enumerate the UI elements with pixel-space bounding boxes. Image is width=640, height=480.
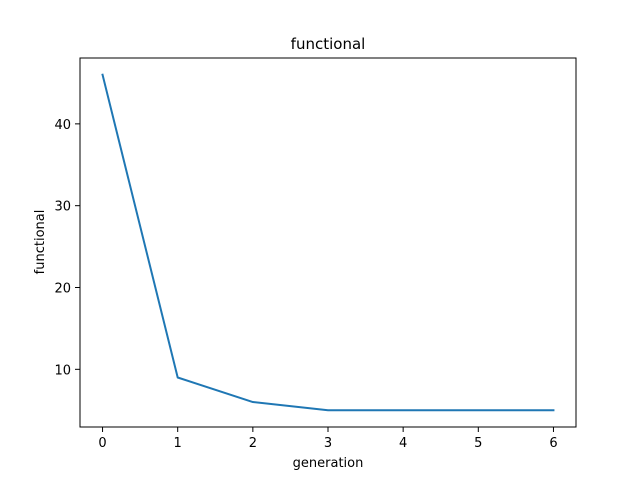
- y-axis-ticks: 10 20 30 40: [54, 118, 80, 378]
- x-tick-label: 0: [98, 436, 106, 451]
- y-tick-label: 40: [54, 118, 71, 133]
- y-tick-label: 10: [54, 363, 71, 378]
- x-tick-label: 4: [399, 436, 407, 451]
- x-tick-label: 3: [324, 436, 332, 451]
- chart-title: functional: [291, 35, 366, 53]
- y-tick-label: 20: [54, 282, 71, 297]
- x-axis-ticks: 0 1 2 3 4 5 6: [98, 427, 558, 451]
- y-tick-label: 30: [54, 200, 71, 215]
- y-axis-label: functional: [33, 210, 48, 275]
- x-axis-label: generation: [293, 456, 364, 471]
- x-tick-label: 2: [249, 436, 257, 451]
- x-tick-label: 6: [549, 436, 557, 451]
- series-layer: [101, 73, 555, 412]
- x-tick-label: 5: [474, 436, 482, 451]
- x-tick-label: 1: [174, 436, 182, 451]
